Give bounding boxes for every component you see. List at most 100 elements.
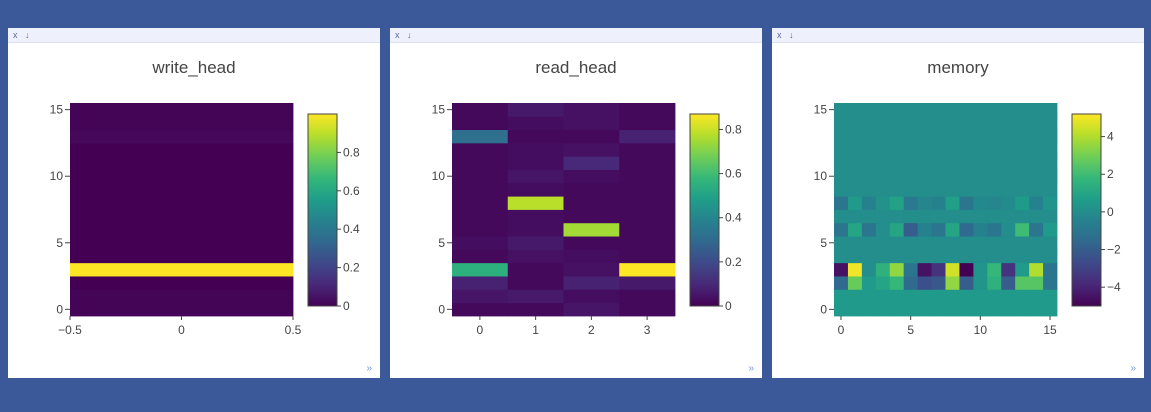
heatmap-cell (945, 262, 960, 277)
heatmap-cell (945, 156, 960, 170)
heatmap-cell (1043, 129, 1058, 144)
heatmap-cell (507, 169, 564, 184)
heatmap-cell (834, 129, 849, 144)
memory-heatmap: memory 0 5 10 15 0 5 10 15 −4 −2 0 2 4 (814, 58, 1121, 337)
resize-handle-icon[interactable]: » (1130, 363, 1136, 374)
heatmap-cell (889, 182, 905, 197)
heatmap-cell (834, 196, 849, 210)
heatmap-cell (861, 103, 877, 117)
close-pane-button[interactable]: x (13, 30, 18, 40)
heatmap-cell (945, 169, 960, 184)
heatmap-cell (931, 169, 946, 184)
heatmap-cell (1015, 249, 1030, 264)
download-icon[interactable]: ↓ (407, 30, 412, 40)
heatmap-cell (931, 209, 946, 224)
y-tick-label: 0 (438, 302, 445, 316)
chart-pane-write-head: x ↓ write_head 0 5 10 15 −0.5 0 0.5 0 0.2 0.4 0.6 0… (8, 28, 380, 378)
heatmap-cell (903, 182, 919, 197)
heatmap-cell (452, 222, 509, 237)
heatmap-cell (847, 156, 863, 170)
heatmap-cell (959, 249, 974, 264)
heatmap-cell (889, 129, 905, 144)
heatmap-cell (973, 116, 988, 131)
heatmap-cell (834, 276, 849, 290)
heatmap-cell (619, 302, 676, 317)
heatmap-cell (1001, 249, 1016, 264)
heatmap-cell (945, 276, 960, 290)
heatmap-cell (875, 169, 891, 184)
heatmap-cell (847, 276, 863, 290)
x-tick-label: 5 (907, 323, 914, 337)
resize-handle-icon[interactable]: » (748, 363, 754, 374)
heatmap-cell (875, 289, 891, 304)
heatmap-cell (931, 276, 946, 290)
close-pane-button[interactable]: x (395, 30, 400, 40)
heatmap-cell (1029, 116, 1044, 131)
heatmap-cell (619, 262, 676, 277)
download-icon[interactable]: ↓ (25, 30, 30, 40)
heatmap-cell (889, 142, 905, 157)
heatmap-cell (931, 302, 946, 317)
heatmap-cell (452, 129, 509, 144)
heatmap-cell (563, 302, 620, 317)
heatmap-cell (1029, 129, 1044, 144)
heatmap-cell (1043, 142, 1058, 157)
heatmap-cell (875, 196, 891, 210)
heatmap-cell (917, 103, 932, 117)
heatmap-cell (1015, 182, 1030, 197)
heatmap-cell (507, 302, 564, 317)
heatmap-cell (507, 262, 564, 277)
x-tick-label: 1 (532, 323, 539, 337)
heatmap-cell (1001, 276, 1016, 290)
heatmap-cell (619, 236, 676, 250)
heatmap-cell (1043, 116, 1058, 131)
heatmap-cell (834, 142, 849, 157)
heatmap-cell (1001, 236, 1016, 250)
heatmap-cell (70, 222, 294, 237)
heatmap-cell (619, 209, 676, 224)
heatmap-cell (875, 182, 891, 197)
heatmap-cell (987, 236, 1002, 250)
heatmap-cell (507, 182, 564, 197)
heatmap-cell (619, 142, 676, 157)
download-icon[interactable]: ↓ (789, 30, 794, 40)
heatmap-cell (1043, 276, 1058, 290)
heatmap-cell (1043, 249, 1058, 264)
heatmap-cell (931, 249, 946, 264)
heatmap-cell (847, 209, 863, 224)
heatmap-cell (861, 276, 877, 290)
write-head-heatmap: write_head 0 5 10 15 −0.5 0 0.5 0 0.2 0.4 0.6 0.8 (50, 58, 360, 337)
heatmap-cell (875, 209, 891, 224)
heatmap-cell (861, 116, 877, 131)
y-tick-label: 0 (820, 302, 827, 316)
close-pane-button[interactable]: x (777, 30, 782, 40)
heatmap-cell (931, 156, 946, 170)
heatmap-cell (917, 156, 932, 170)
y-tick-label: 5 (56, 236, 63, 250)
heatmap-cell (987, 249, 1002, 264)
heatmap-cell (959, 182, 974, 197)
heatmap-cell (563, 262, 620, 277)
heatmap-cell (875, 302, 891, 317)
heatmap-cell (619, 103, 676, 117)
heatmap-cell (70, 169, 294, 184)
x-tick-label: 0 (477, 323, 484, 337)
heatmap-cell (945, 182, 960, 197)
heatmap-cell (917, 142, 932, 157)
heatmap-cell (847, 169, 863, 184)
heatmap-cell (1015, 142, 1030, 157)
heatmap-cell (1015, 289, 1030, 304)
heatmap-cell (70, 276, 294, 290)
heatmap-cell (917, 276, 932, 290)
heatmap-cell (973, 169, 988, 184)
heatmap-cell (875, 156, 891, 170)
heatmap-cell (563, 182, 620, 197)
resize-handle-icon[interactable]: » (366, 363, 372, 374)
heatmap-cell (945, 103, 960, 117)
heatmap-cell (507, 129, 564, 144)
heatmap-cell (619, 222, 676, 237)
heatmap-cell (987, 116, 1002, 131)
heatmap-cell (973, 222, 988, 237)
colorbar-tick-label: 0.8 (725, 122, 742, 136)
heatmap-cell (1001, 142, 1016, 157)
